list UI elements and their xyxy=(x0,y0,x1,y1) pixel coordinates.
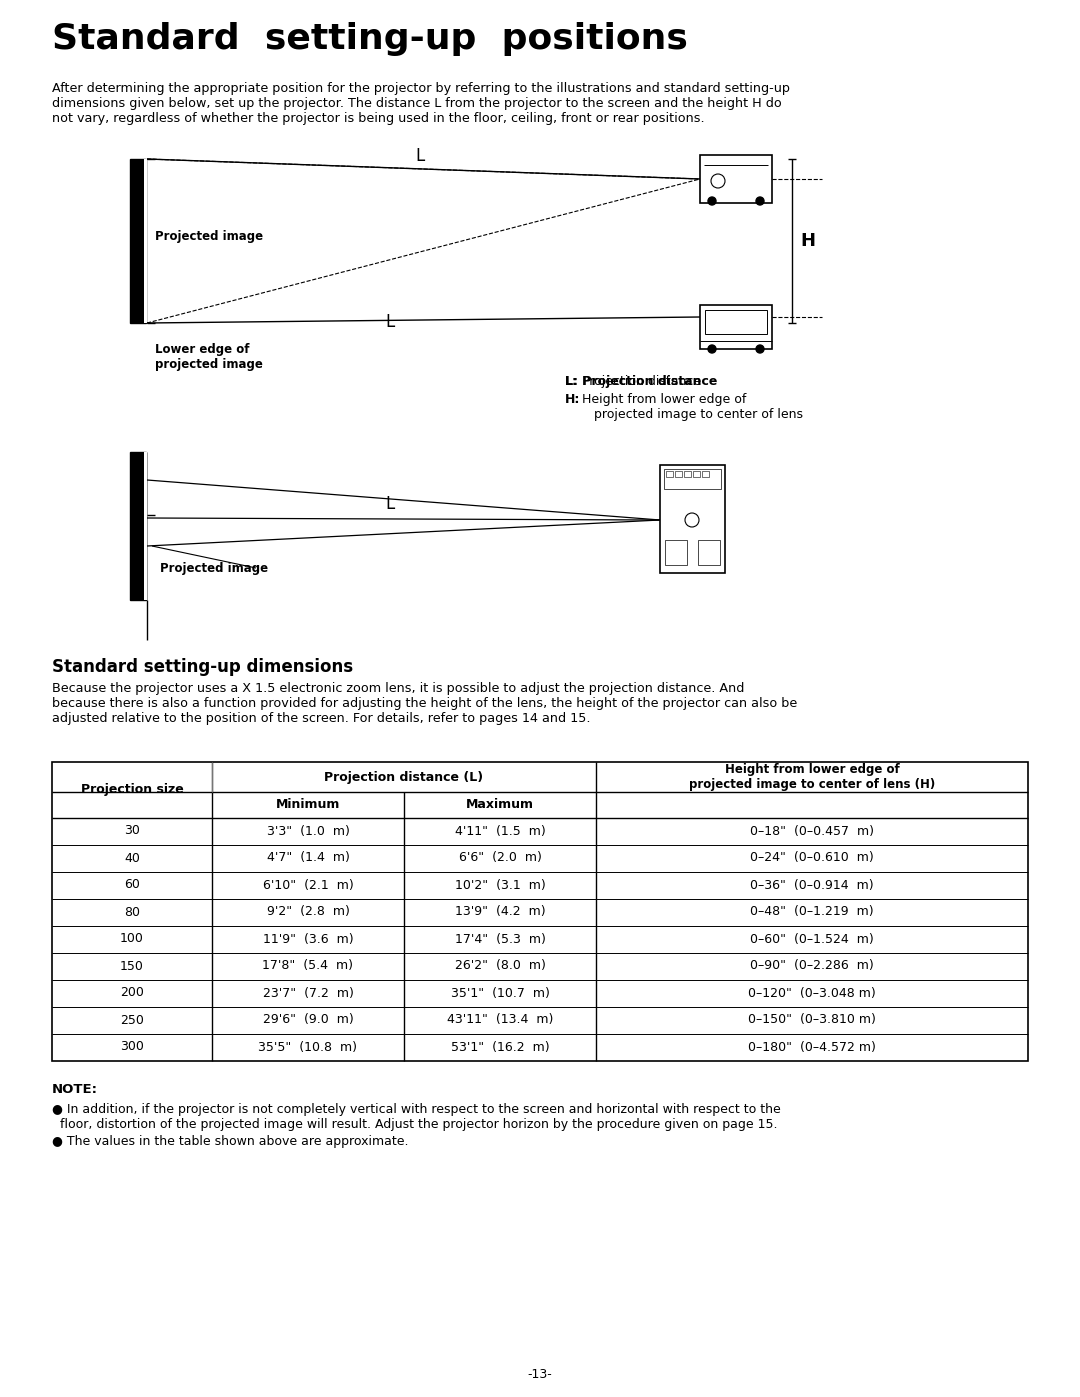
Bar xyxy=(675,471,681,476)
Text: H: H xyxy=(800,232,815,250)
Bar xyxy=(664,469,721,489)
Bar xyxy=(684,471,691,476)
Text: L: L xyxy=(416,147,424,165)
Text: 0–150"  (0–3.810 m): 0–150" (0–3.810 m) xyxy=(748,1013,876,1027)
Text: 4'11"  (1.5  m): 4'11" (1.5 m) xyxy=(455,824,545,837)
Text: 0–36"  (0–0.914  m): 0–36" (0–0.914 m) xyxy=(751,879,874,891)
Text: Projection size: Projection size xyxy=(81,784,184,796)
Text: Projected image: Projected image xyxy=(160,562,268,576)
Circle shape xyxy=(708,197,716,205)
Bar xyxy=(52,761,1028,1060)
Text: 0–90"  (0–2.286  m): 0–90" (0–2.286 m) xyxy=(751,960,874,972)
Text: projected image to center of lens: projected image to center of lens xyxy=(578,408,804,420)
Text: 0–48"  (0–1.219  m): 0–48" (0–1.219 m) xyxy=(751,905,874,918)
Text: L: Projection distance: L: Projection distance xyxy=(565,374,717,388)
Text: 4'7"  (1.4  m): 4'7" (1.4 m) xyxy=(267,852,350,865)
Text: Projected image: Projected image xyxy=(156,231,264,243)
Text: 11'9"  (3.6  m): 11'9" (3.6 m) xyxy=(262,933,353,946)
Text: 100: 100 xyxy=(120,933,144,946)
Text: 23'7"  (7.2  m): 23'7" (7.2 m) xyxy=(262,986,353,999)
Text: 0–24"  (0–0.610  m): 0–24" (0–0.610 m) xyxy=(751,852,874,865)
Text: 6'10"  (2.1  m): 6'10" (2.1 m) xyxy=(262,879,353,891)
Bar xyxy=(130,453,146,599)
Text: Minimum: Minimum xyxy=(275,799,340,812)
Text: 29'6"  (9.0  m): 29'6" (9.0 m) xyxy=(262,1013,353,1027)
Bar xyxy=(698,541,720,564)
Bar xyxy=(130,159,146,323)
Text: Height from lower edge of: Height from lower edge of xyxy=(578,393,746,407)
Bar xyxy=(666,471,673,476)
Text: 26'2"  (8.0  m): 26'2" (8.0 m) xyxy=(455,960,545,972)
Bar xyxy=(700,155,772,203)
Text: L: L xyxy=(386,495,394,513)
Text: After determining the appropriate position for the projector by referring to the: After determining the appropriate positi… xyxy=(52,82,789,124)
Text: 0–180"  (0–4.572 m): 0–180" (0–4.572 m) xyxy=(748,1041,876,1053)
Bar xyxy=(700,305,772,349)
Text: Height from lower edge of
projected image to center of lens (H): Height from lower edge of projected imag… xyxy=(689,763,935,791)
Text: 3'3"  (1.0  m): 3'3" (1.0 m) xyxy=(267,824,350,837)
Circle shape xyxy=(708,345,716,353)
Text: L: L xyxy=(386,313,394,331)
Text: Standard setting-up dimensions: Standard setting-up dimensions xyxy=(52,658,353,676)
Text: Projection distance: Projection distance xyxy=(578,374,701,388)
Text: ● In addition, if the projector is not completely vertical with respect to the s: ● In addition, if the projector is not c… xyxy=(52,1104,781,1132)
Circle shape xyxy=(711,175,725,189)
Text: H:: H: xyxy=(565,393,580,407)
Circle shape xyxy=(685,513,699,527)
Text: L:: L: xyxy=(565,374,578,388)
Text: 80: 80 xyxy=(124,905,140,918)
Text: Maximum: Maximum xyxy=(465,799,534,812)
Bar xyxy=(702,471,708,476)
Bar xyxy=(660,465,725,573)
Text: 300: 300 xyxy=(120,1041,144,1053)
Bar xyxy=(144,159,147,323)
Text: 17'8"  (5.4  m): 17'8" (5.4 m) xyxy=(262,960,353,972)
Bar xyxy=(144,453,147,599)
Text: 10'2"  (3.1  m): 10'2" (3.1 m) xyxy=(455,879,545,891)
Text: Projection distance (L): Projection distance (L) xyxy=(324,771,484,784)
Text: 9'2"  (2.8  m): 9'2" (2.8 m) xyxy=(267,905,350,918)
Text: Standard  setting-up  positions: Standard setting-up positions xyxy=(52,22,688,56)
Text: 0–18"  (0–0.457  m): 0–18" (0–0.457 m) xyxy=(750,824,874,837)
Text: 35'5"  (10.8  m): 35'5" (10.8 m) xyxy=(258,1041,357,1053)
Text: 43'11"  (13.4  m): 43'11" (13.4 m) xyxy=(447,1013,553,1027)
Text: 250: 250 xyxy=(120,1013,144,1027)
Text: 0–120"  (0–3.048 m): 0–120" (0–3.048 m) xyxy=(748,986,876,999)
Text: ● The values in the table shown above are approximate.: ● The values in the table shown above ar… xyxy=(52,1134,408,1148)
Text: 60: 60 xyxy=(124,879,140,891)
Text: 40: 40 xyxy=(124,852,140,865)
Text: 13'9"  (4.2  m): 13'9" (4.2 m) xyxy=(455,905,545,918)
Circle shape xyxy=(756,345,764,353)
Text: 30: 30 xyxy=(124,824,140,837)
Bar xyxy=(693,471,700,476)
Bar xyxy=(705,310,767,334)
Text: 6'6"  (2.0  m): 6'6" (2.0 m) xyxy=(459,852,541,865)
Text: 35'1"  (10.7  m): 35'1" (10.7 m) xyxy=(450,986,550,999)
Text: 17'4"  (5.3  m): 17'4" (5.3 m) xyxy=(455,933,545,946)
Circle shape xyxy=(756,197,764,205)
Text: 150: 150 xyxy=(120,960,144,972)
Text: 53'1"  (16.2  m): 53'1" (16.2 m) xyxy=(450,1041,550,1053)
Text: 0–60"  (0–1.524  m): 0–60" (0–1.524 m) xyxy=(751,933,874,946)
Bar xyxy=(665,541,687,564)
Text: Lower edge of
projected image: Lower edge of projected image xyxy=(156,344,262,372)
Text: NOTE:: NOTE: xyxy=(52,1083,98,1097)
Text: Because the projector uses a X 1.5 electronic zoom lens, it is possible to adjus: Because the projector uses a X 1.5 elect… xyxy=(52,682,797,725)
Text: -13-: -13- xyxy=(528,1368,552,1382)
Text: 200: 200 xyxy=(120,986,144,999)
